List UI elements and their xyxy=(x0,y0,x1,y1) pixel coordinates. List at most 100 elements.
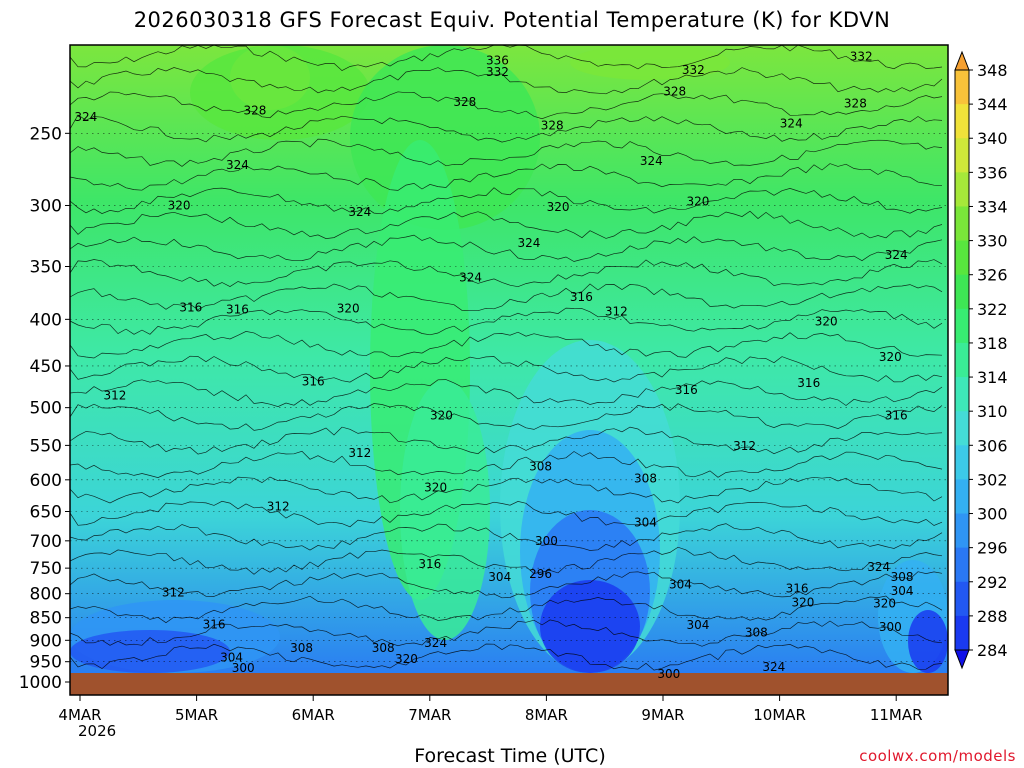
contour-line xyxy=(69,138,943,167)
x-tick-label: 6MAR xyxy=(292,706,335,724)
contour-line xyxy=(69,500,943,528)
contour-label: 316 xyxy=(570,290,593,304)
contour-label: 328 xyxy=(453,95,476,109)
contour-line xyxy=(69,450,943,478)
contour-line xyxy=(69,355,943,383)
x-tick-label: 7MAR xyxy=(408,706,451,724)
y-tick-label: 250 xyxy=(30,124,62,144)
colorbar-segment xyxy=(955,240,969,276)
contour-label: 324 xyxy=(348,205,371,219)
colorbar-bottom-arrow xyxy=(954,649,970,670)
contour-label: 320 xyxy=(873,596,896,610)
y-tick-label: 450 xyxy=(30,357,62,377)
colorbar-label: 334 xyxy=(977,197,1008,216)
y-tick-label: 600 xyxy=(30,471,62,491)
contour-label: 320 xyxy=(168,198,191,212)
colorbar-label: 344 xyxy=(977,95,1008,114)
contour-line xyxy=(69,91,943,120)
contour-label: 324 xyxy=(780,117,803,131)
chart-title: 2026030318 GFS Forecast Equiv. Potential… xyxy=(133,8,891,32)
colorbar-label: 318 xyxy=(977,334,1008,353)
contour-label: 312 xyxy=(348,446,371,460)
x-axis-sub-label: 2026 xyxy=(78,722,117,740)
contour-label: 316 xyxy=(786,582,809,596)
contour-line xyxy=(69,163,943,191)
contour-label: 304 xyxy=(220,651,243,665)
field-band xyxy=(540,580,640,673)
contour-label: 320 xyxy=(430,408,453,422)
contour-line xyxy=(69,426,943,455)
contour-lines xyxy=(69,44,943,671)
colorbar-label: 310 xyxy=(977,402,1008,421)
contour-label: 328 xyxy=(663,85,686,99)
contour-line xyxy=(69,210,943,239)
contour-label: 320 xyxy=(791,595,814,609)
contour-label: 300 xyxy=(535,534,558,548)
contour-line xyxy=(69,403,943,431)
contour-label: 316 xyxy=(675,383,698,397)
contour-label: 320 xyxy=(547,200,570,214)
colorbar-segment xyxy=(955,411,969,446)
contour-label: 324 xyxy=(640,154,663,168)
contour-label: 328 xyxy=(541,118,564,132)
contour-label: 316 xyxy=(885,408,908,422)
contour-label: 312 xyxy=(733,439,756,453)
contour-line xyxy=(69,619,943,647)
y-tick-label: 650 xyxy=(30,503,62,523)
colorbar-segment xyxy=(955,172,969,207)
contour-label: 316 xyxy=(179,300,202,314)
contour-line xyxy=(69,259,943,288)
y-tick-label: 500 xyxy=(30,399,62,419)
y-tick-label: 550 xyxy=(30,436,62,456)
contour-label: 324 xyxy=(762,660,785,674)
y-tick-label: 750 xyxy=(30,559,62,579)
colorbar-segment xyxy=(955,581,969,617)
y-tick-label: 700 xyxy=(30,532,62,552)
contour-line xyxy=(69,307,943,336)
colorbar-segment xyxy=(955,308,969,344)
contour-label: 304 xyxy=(634,515,657,529)
contour-label: 324 xyxy=(226,158,249,172)
colorbar-segment xyxy=(955,138,969,173)
contour-label: 324 xyxy=(517,236,540,250)
heatmap-field xyxy=(70,45,948,695)
contour-label: 300 xyxy=(657,667,680,681)
contour-label: 312 xyxy=(162,586,185,600)
colorbar-segment xyxy=(955,445,969,480)
x-tick-label: 5MAR xyxy=(175,706,218,724)
contour-line xyxy=(69,571,943,599)
colorbar-label: 322 xyxy=(977,300,1008,319)
contour-label: 332 xyxy=(682,63,705,77)
contour-label: 308 xyxy=(372,641,395,655)
y-tick-label: 300 xyxy=(30,196,62,216)
contour-label: 312 xyxy=(104,389,127,403)
field-band xyxy=(570,45,730,80)
x-tick-label: 9MAR xyxy=(641,706,684,724)
contour-label: 328 xyxy=(844,97,867,111)
contour-label: 304 xyxy=(687,618,710,632)
contour-label: 324 xyxy=(459,271,482,285)
contour-line xyxy=(69,379,943,407)
contour-label: 332 xyxy=(850,50,873,64)
contour-label: 308 xyxy=(634,471,657,485)
colorbar-segment xyxy=(955,274,969,310)
contour-label: 312 xyxy=(267,500,290,514)
contour-label: 308 xyxy=(529,459,552,473)
contour-label: 300 xyxy=(232,661,255,675)
contour-line xyxy=(69,476,943,504)
y-tick-label: 800 xyxy=(30,585,62,605)
contour-line xyxy=(69,546,943,575)
credit-link[interactable]: coolwx.com/models xyxy=(859,747,1016,765)
contour-label: 316 xyxy=(797,376,820,390)
colorbar-label: 296 xyxy=(977,539,1008,558)
contour-line xyxy=(69,187,943,215)
colorbar-label: 302 xyxy=(977,470,1008,489)
contour-line xyxy=(69,523,943,551)
colorbar-segment xyxy=(955,615,969,651)
colorbar-label: 348 xyxy=(977,61,1008,80)
colorbar-label: 330 xyxy=(977,232,1008,251)
contour-label: 320 xyxy=(337,301,360,315)
colorbar-label: 300 xyxy=(977,505,1008,524)
contour-label: 304 xyxy=(891,584,914,598)
